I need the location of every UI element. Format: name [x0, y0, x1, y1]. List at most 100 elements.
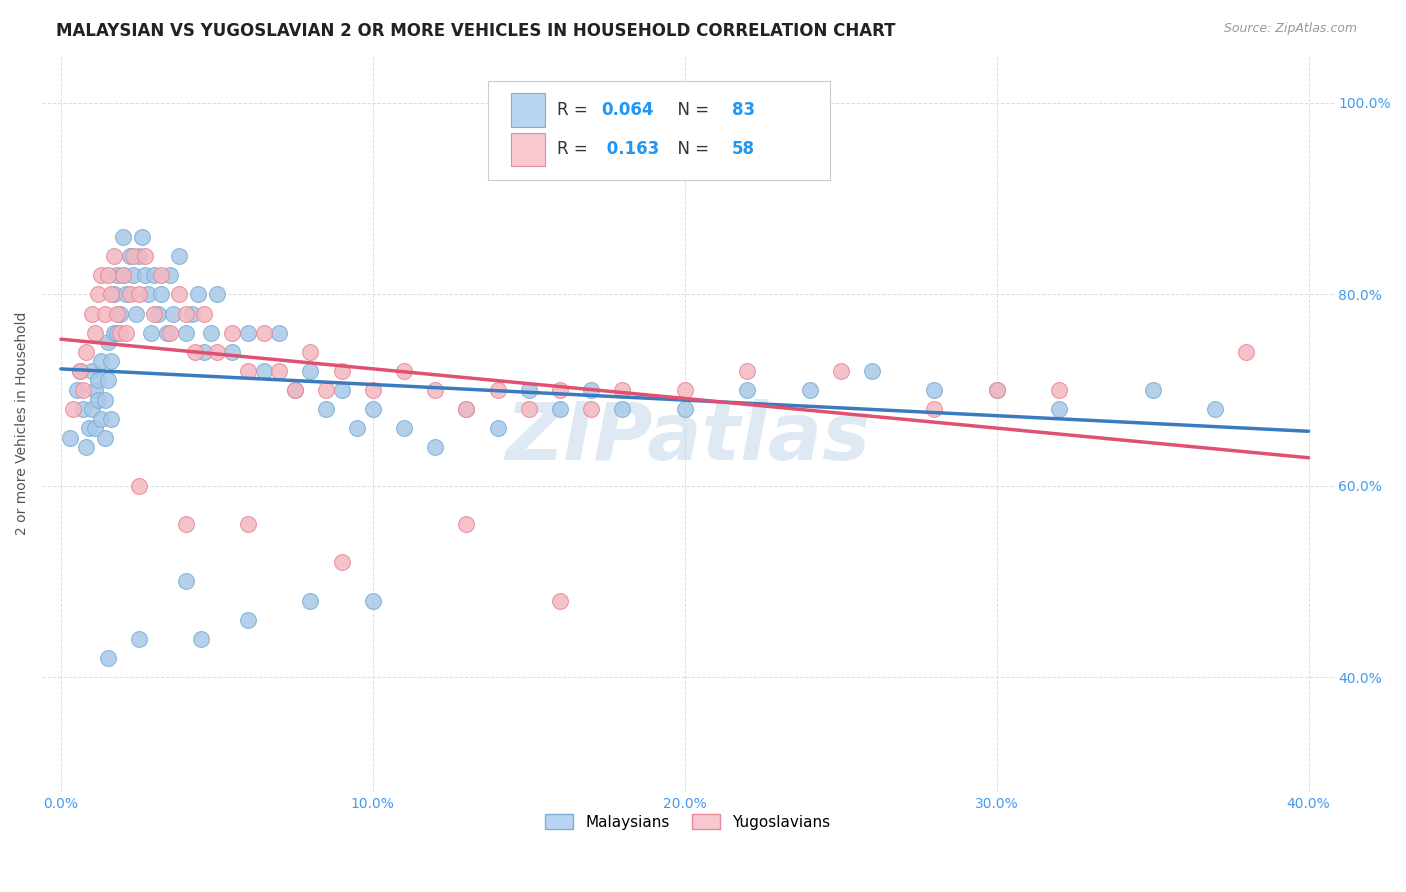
- Point: [1234, 344, 1257, 359]
- Point: [100, 354, 122, 368]
- Point: [299, 364, 322, 378]
- Point: [330, 555, 353, 569]
- Point: [922, 383, 945, 397]
- Point: [986, 383, 1008, 397]
- Point: [90, 411, 112, 425]
- Point: [103, 326, 125, 340]
- Y-axis label: 2 or more Vehicles in Household: 2 or more Vehicles in Household: [15, 312, 30, 535]
- Point: [87, 287, 110, 301]
- Text: 0.163: 0.163: [602, 140, 659, 159]
- Point: [425, 441, 447, 455]
- Point: [118, 249, 141, 263]
- Text: N =: N =: [668, 140, 714, 159]
- Point: [735, 364, 758, 378]
- Point: [315, 383, 337, 397]
- Point: [346, 421, 368, 435]
- Point: [75, 344, 97, 359]
- Point: [253, 326, 276, 340]
- Point: [134, 268, 156, 283]
- Point: [149, 287, 172, 301]
- Text: R =: R =: [557, 102, 593, 120]
- Point: [131, 230, 153, 244]
- Point: [125, 306, 148, 320]
- Point: [174, 574, 197, 589]
- Point: [93, 392, 115, 407]
- Point: [87, 374, 110, 388]
- Point: [205, 287, 228, 301]
- Point: [112, 268, 135, 283]
- Point: [75, 441, 97, 455]
- Point: [103, 287, 125, 301]
- Point: [128, 632, 150, 646]
- Point: [159, 326, 181, 340]
- Point: [190, 632, 212, 646]
- Point: [100, 411, 122, 425]
- Point: [456, 402, 478, 417]
- Point: [299, 344, 322, 359]
- Point: [361, 383, 384, 397]
- Point: [90, 354, 112, 368]
- Point: [392, 364, 415, 378]
- Point: [159, 268, 181, 283]
- Point: [456, 402, 478, 417]
- Point: [84, 421, 107, 435]
- Point: [548, 593, 571, 607]
- Point: [97, 268, 120, 283]
- Point: [77, 421, 100, 435]
- Point: [115, 326, 138, 340]
- Point: [221, 326, 243, 340]
- Point: [392, 421, 415, 435]
- FancyBboxPatch shape: [510, 133, 544, 167]
- Point: [253, 364, 276, 378]
- Point: [486, 383, 509, 397]
- Point: [174, 326, 197, 340]
- Text: Source: ZipAtlas.com: Source: ZipAtlas.com: [1223, 22, 1357, 36]
- Text: ZIPatlas: ZIPatlas: [505, 400, 870, 477]
- Point: [456, 516, 478, 531]
- Point: [299, 593, 322, 607]
- Point: [174, 516, 197, 531]
- Point: [103, 249, 125, 263]
- Point: [612, 383, 634, 397]
- Point: [97, 651, 120, 665]
- Legend: Malaysians, Yugoslavians: Malaysians, Yugoslavians: [540, 807, 837, 836]
- Point: [174, 306, 197, 320]
- Point: [149, 268, 172, 283]
- Point: [236, 613, 259, 627]
- Point: [108, 306, 131, 320]
- Point: [136, 287, 159, 301]
- Point: [284, 383, 307, 397]
- Point: [180, 306, 202, 320]
- Point: [121, 249, 143, 263]
- Point: [93, 306, 115, 320]
- Point: [200, 326, 222, 340]
- Point: [108, 326, 131, 340]
- Point: [128, 249, 150, 263]
- Point: [193, 306, 215, 320]
- Point: [860, 364, 883, 378]
- Point: [65, 383, 87, 397]
- Point: [128, 479, 150, 493]
- Text: MALAYSIAN VS YUGOSLAVIAN 2 OR MORE VEHICLES IN HOUSEHOLD CORRELATION CHART: MALAYSIAN VS YUGOSLAVIAN 2 OR MORE VEHIC…: [56, 22, 896, 40]
- Point: [82, 306, 104, 320]
- Point: [100, 287, 122, 301]
- Point: [612, 402, 634, 417]
- Point: [284, 383, 307, 397]
- Text: 0.064: 0.064: [602, 102, 654, 120]
- Point: [134, 249, 156, 263]
- Point: [1047, 402, 1070, 417]
- Point: [87, 392, 110, 407]
- Point: [486, 421, 509, 435]
- Point: [105, 326, 128, 340]
- Point: [425, 383, 447, 397]
- Point: [269, 326, 291, 340]
- Text: R =: R =: [557, 140, 593, 159]
- Point: [143, 306, 166, 320]
- Point: [112, 268, 135, 283]
- Point: [579, 402, 602, 417]
- Point: [922, 402, 945, 417]
- Point: [105, 268, 128, 283]
- Point: [1204, 402, 1226, 417]
- Point: [115, 287, 138, 301]
- Point: [330, 364, 353, 378]
